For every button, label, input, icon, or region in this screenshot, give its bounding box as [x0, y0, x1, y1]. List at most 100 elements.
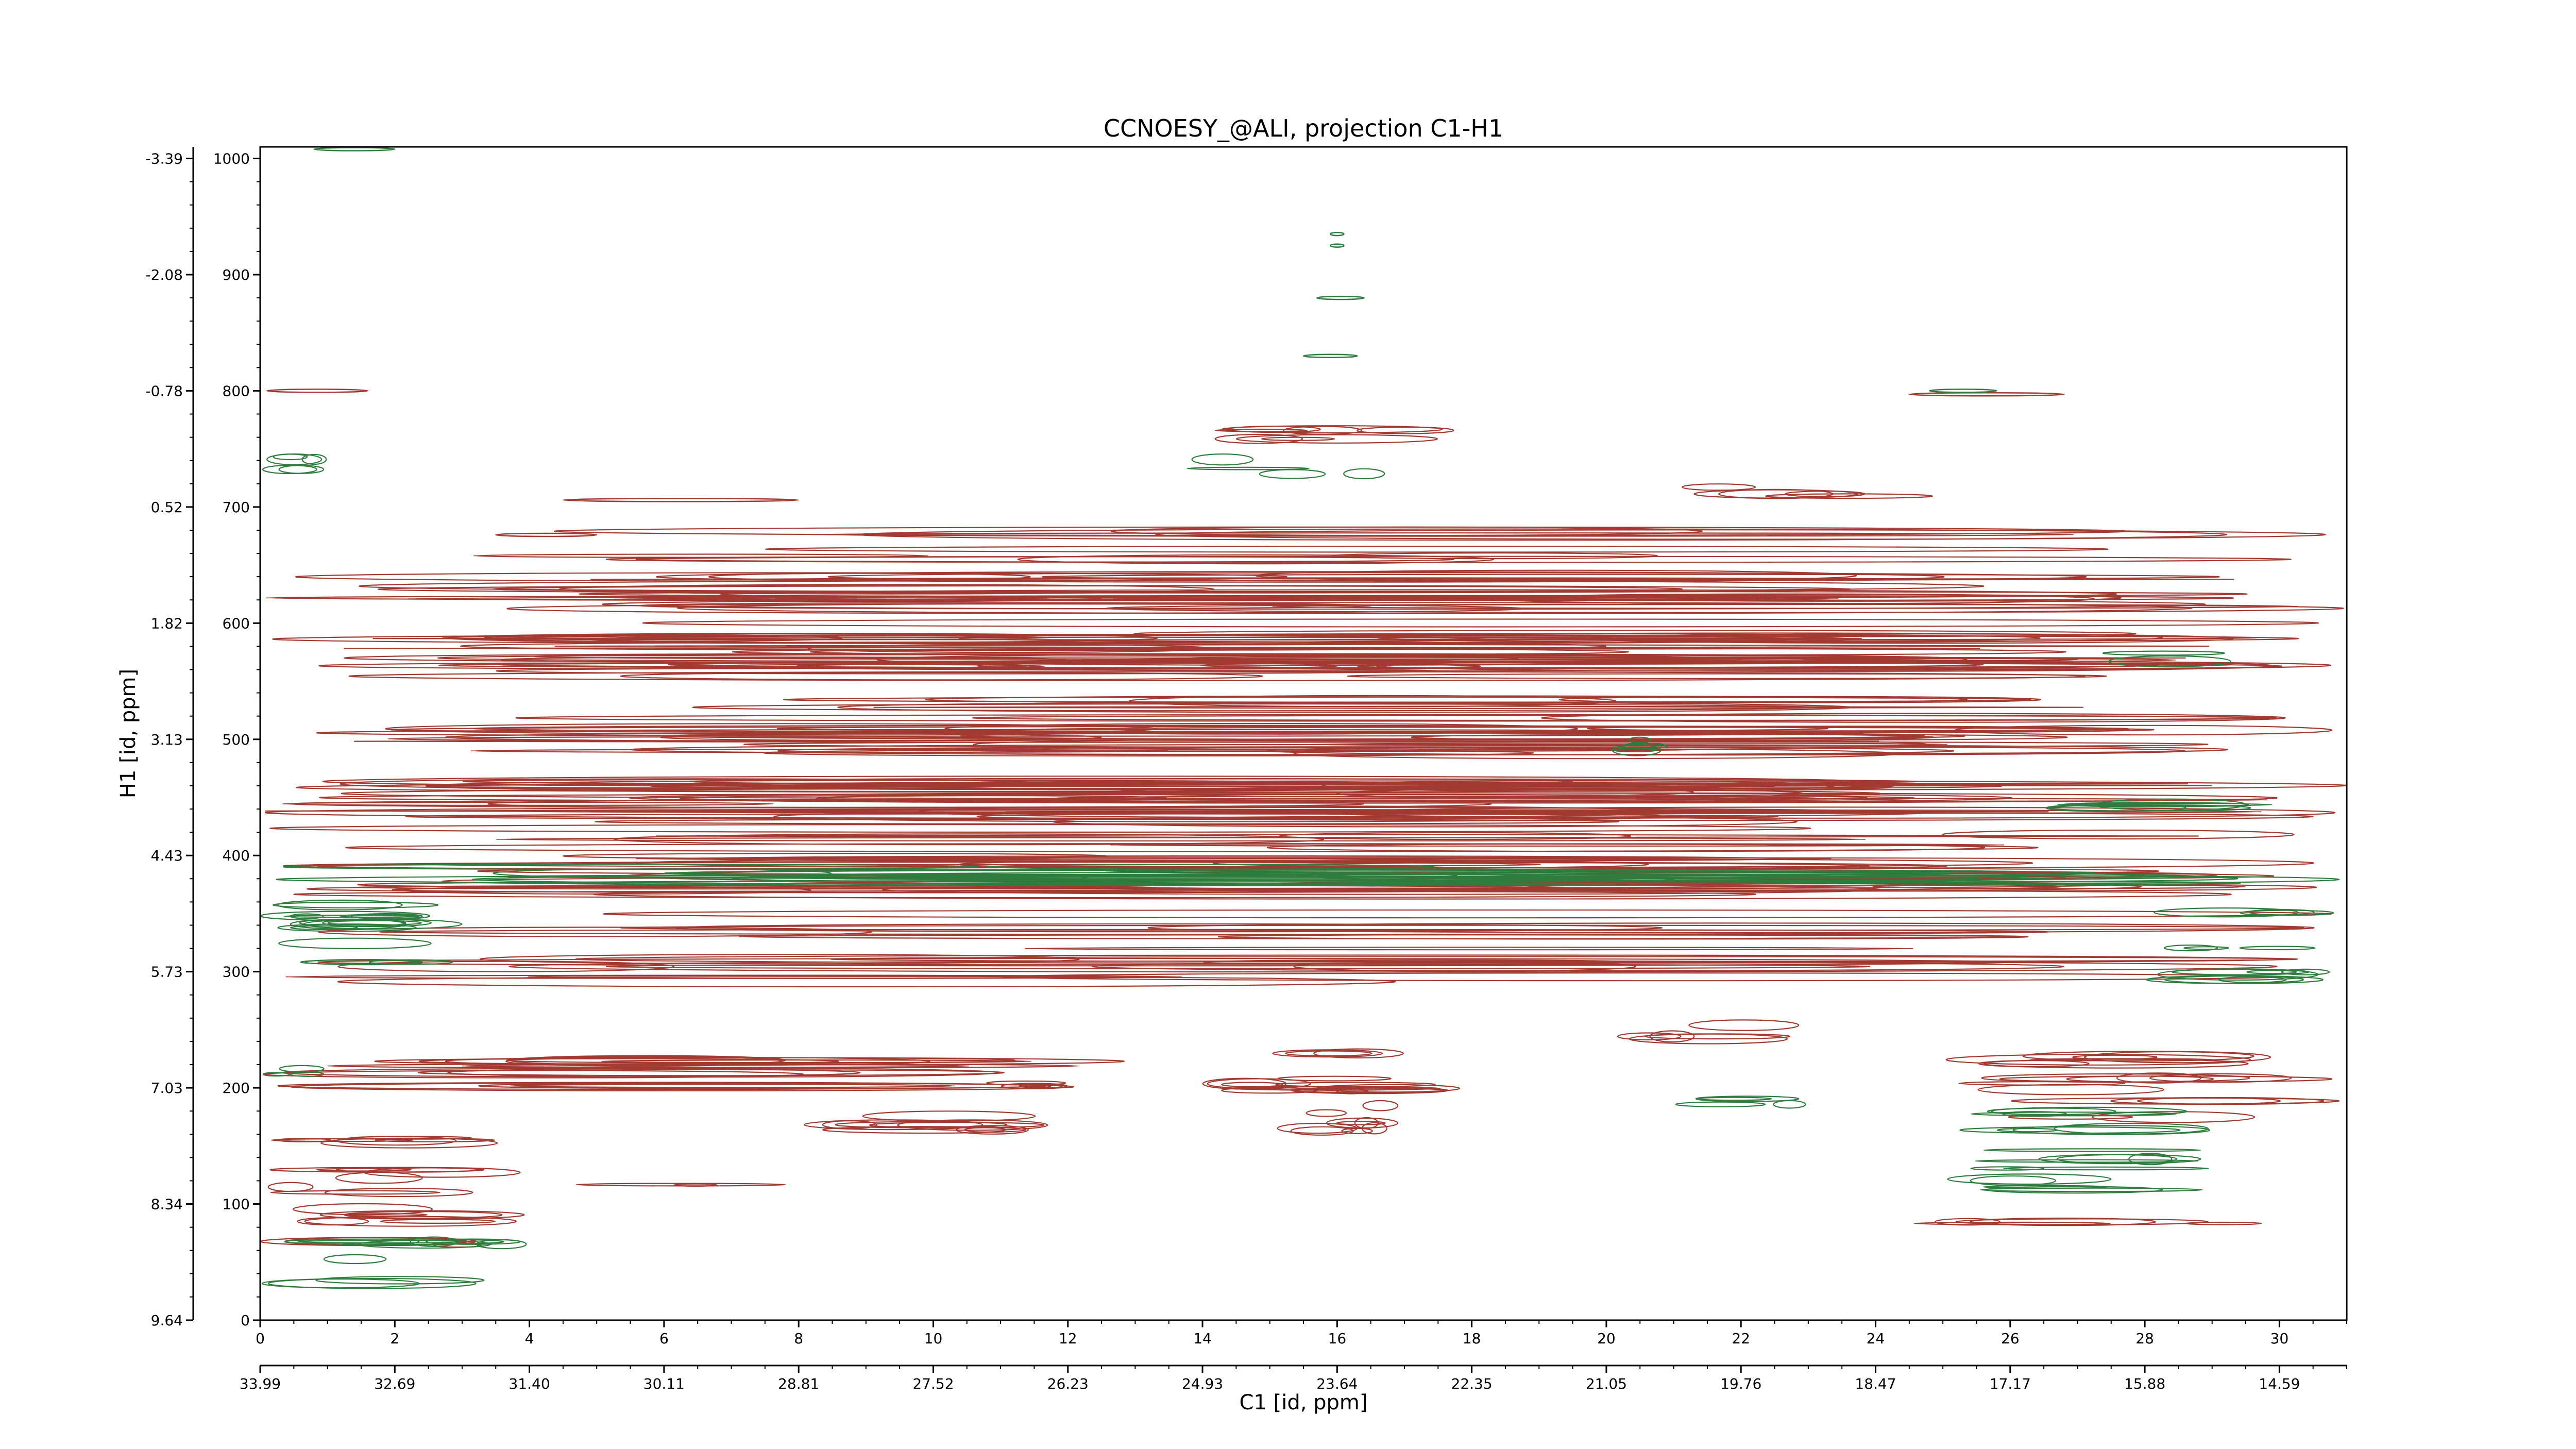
- contour-line-1-2-387: [2248, 908, 2315, 916]
- y-index-tick-label: 0: [241, 1312, 250, 1329]
- contour-line-0-0-105: [630, 744, 2228, 755]
- contour-line-1-2-378: [2163, 944, 2218, 952]
- contour-line-0-7-276: [2083, 1051, 2272, 1064]
- contour-line-0-1-163: [691, 778, 1573, 785]
- contour-line-1-0-356: [986, 864, 1435, 870]
- contour-line-0-2-203: [1227, 426, 1321, 433]
- x-ppm-tick-label: 32.69: [374, 1375, 415, 1392]
- contour-line-0-7-271: [2110, 1097, 2325, 1105]
- contour-line-1-7-423: [1622, 743, 1668, 749]
- contour-line-1-3-403: [1959, 1126, 2181, 1134]
- contour-line-1-1-377: [277, 899, 403, 911]
- contour-line-1-1-376: [272, 901, 439, 908]
- contour-line-0-1-182: [1052, 816, 1798, 828]
- contour-line-0-1-152: [976, 812, 2314, 821]
- contour-line-0-3-208: [1681, 483, 1756, 491]
- contour-line-0-4-212: [1092, 962, 2064, 971]
- contour-line-1-3-391: [2003, 1166, 2209, 1171]
- contour-line-1-11-443: [2102, 650, 2225, 656]
- contour-line-0-12-328: [1290, 1126, 1354, 1136]
- contour-line-0-5-248: [327, 1063, 1079, 1069]
- contour-line-1-2-385: [2281, 968, 2330, 975]
- contour-line-0-0-94: [316, 729, 1864, 737]
- contour-line-1-2-386: [2246, 970, 2297, 974]
- contour-line-0-1-173: [633, 792, 2013, 804]
- contour-line-1-8-431: [315, 1276, 485, 1285]
- contour-line-0-0-40: [473, 553, 929, 558]
- contour-line-1-1-370: [368, 959, 453, 965]
- contour-line-0-9-287: [277, 1138, 331, 1142]
- contour-line-0-4-216: [1001, 972, 2282, 982]
- contour-line-0-0-81: [1155, 529, 2326, 540]
- contour-line-1-10-438: [1697, 1097, 1772, 1101]
- contour-line-1-4-407: [1970, 1175, 2056, 1186]
- contour-line-0-0-83: [813, 532, 2075, 537]
- contour-mark-0: [313, 147, 396, 151]
- contour-line-0-0-115: [496, 667, 1437, 675]
- contour-line-0-4-229: [620, 924, 2304, 931]
- contour-line-0-12-327: [1272, 1049, 1383, 1058]
- contour-line-1-4-410: [1985, 1186, 2163, 1194]
- contour-line-0-0-116: [720, 589, 2117, 599]
- y-ppm-tick-label: 7.03: [151, 1080, 183, 1097]
- contour-line-0-7-279: [1977, 1084, 2165, 1096]
- contour-line-0-9-290: [335, 1172, 423, 1184]
- contour-line-0-0-42: [944, 722, 1579, 735]
- contour-line-1-3-400: [1991, 1106, 2188, 1116]
- contour-line-0-12-331: [1293, 1089, 1369, 1093]
- contour-line-0-2-198: [1261, 436, 1335, 441]
- contour-line-0-4-220: [738, 934, 2018, 939]
- contour-line-1-0-357: [732, 873, 2239, 884]
- contour-line-0-5-237: [290, 1082, 1075, 1091]
- y-index-tick-label: 800: [223, 382, 250, 399]
- contour-mark-6: [1908, 392, 2065, 397]
- y-index-tick-label: 900: [223, 266, 250, 283]
- contour-line-1-8-434: [358, 1240, 492, 1249]
- y-index-tick-label: 1000: [213, 150, 250, 167]
- contour-line-0-1-124: [269, 823, 1811, 833]
- contour-line-1-0-349: [1314, 871, 2066, 882]
- x-index-tick-label: 28: [2136, 1330, 2154, 1347]
- contour-line-0-9-295: [324, 1188, 473, 1198]
- contour-line-0-14-343: [897, 1119, 1048, 1131]
- x-ppm-tick-label: 17.17: [1990, 1375, 2031, 1392]
- contour-line-1-3-402: [2012, 1125, 2211, 1135]
- contour-line-0-6-259: [1275, 1082, 1436, 1087]
- contour-line-1-2-390: [2164, 975, 2324, 984]
- x-index-tick-label: 2: [390, 1330, 399, 1347]
- contour-line-0-0-113: [354, 739, 1880, 743]
- contour-line-0-0-110: [678, 659, 2332, 671]
- contour-line-1-7-422: [1612, 744, 1662, 756]
- contour-line-0-0-39: [1332, 552, 1658, 560]
- contour-mark-1: [1329, 231, 1345, 237]
- contour-line-0-3-204: [1765, 493, 1933, 499]
- contour-line-0-4-210: [479, 954, 1080, 965]
- y-ppm-tick-label: -3.39: [146, 150, 183, 167]
- contour-line-0-9-302: [344, 1211, 503, 1219]
- contour-line-0-2-201: [1283, 426, 1362, 435]
- contour-line-1-1-368: [350, 913, 423, 920]
- contour-line-0-0-101: [1589, 633, 2234, 644]
- x-index-tick-label: 26: [2001, 1330, 2020, 1347]
- contour-line-0-2-197: [1214, 434, 1303, 444]
- contour-line-0-0-111: [473, 724, 1828, 733]
- contour-line-0-1-185: [340, 778, 1059, 790]
- contour-line-1-3-404: [1983, 1148, 2201, 1152]
- y-index-tick-label: 500: [223, 731, 250, 748]
- contour-line-0-0-84: [655, 571, 1945, 583]
- x-index-tick-label: 10: [924, 1330, 943, 1347]
- y-index-tick-label: 300: [223, 964, 250, 981]
- contour-line-0-6-260: [1221, 1082, 1283, 1087]
- contour-line-0-12-323: [1362, 1100, 1399, 1111]
- contour-line-1-2-381: [2154, 907, 2299, 918]
- x-ppm-tick-label: 18.47: [1855, 1375, 1896, 1392]
- contour-line-1-1-375: [277, 923, 417, 932]
- contour-line-0-4-215: [318, 926, 872, 937]
- contour-line-0-0-71: [1558, 696, 2041, 703]
- contour-line-0-7-275: [2072, 1054, 2158, 1060]
- contour-line-0-4-230: [675, 923, 1663, 933]
- contour-line-1-10-440: [1773, 1100, 1806, 1109]
- x-index-tick-label: 14: [1193, 1330, 1212, 1347]
- contour-line-0-9-294: [270, 1190, 441, 1195]
